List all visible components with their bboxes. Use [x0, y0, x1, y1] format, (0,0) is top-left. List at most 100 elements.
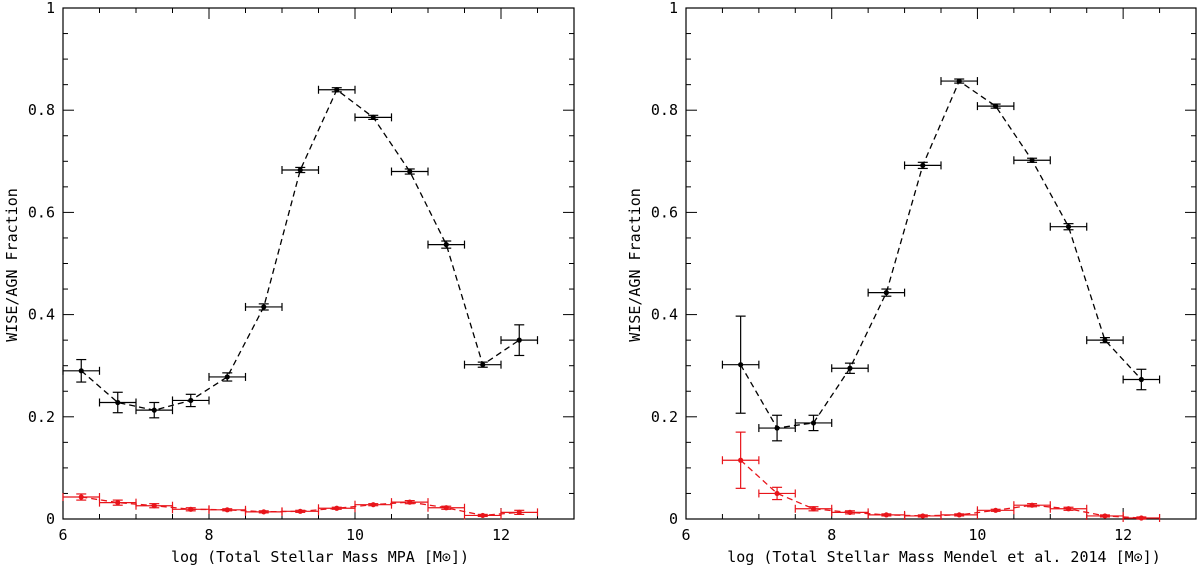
left-series-black-point	[463, 360, 502, 369]
right-series-black-point	[758, 414, 796, 442]
data-marker	[847, 365, 853, 371]
right-series-black-point	[1122, 368, 1161, 391]
left-series-black-point	[171, 393, 210, 408]
left-series-black-point	[208, 372, 247, 382]
data-marker	[774, 490, 780, 497]
right-series-black-point	[903, 161, 942, 170]
right-y-tick-label: 0	[669, 510, 678, 528]
data-marker	[370, 502, 376, 508]
left-series-red-point	[354, 500, 393, 509]
left-y-axis-title: WISE/AGN Fraction	[3, 188, 21, 342]
data-marker	[956, 512, 962, 518]
right-series-black-point	[976, 102, 1015, 111]
left-x-tick-label: 12	[492, 526, 510, 544]
right-series-black-point	[794, 414, 833, 432]
left-series-black-point	[281, 165, 320, 174]
right-y-tick-label: 0.8	[651, 101, 678, 119]
right-series-black-point	[831, 362, 869, 374]
right-series-red-point	[721, 431, 760, 489]
right-series-red-line	[740, 459, 1142, 519]
data-marker	[297, 508, 303, 514]
left-x-tick-label: 8	[204, 526, 213, 544]
right-panel: log (Total Stellar Mass Mendel et al. 20…	[626, 0, 1197, 566]
data-marker	[480, 512, 486, 519]
left-y-tick-label: 0	[46, 510, 55, 528]
data-marker	[78, 494, 84, 500]
data-marker	[115, 399, 121, 406]
data-marker	[297, 167, 303, 173]
right-series-red-point	[831, 508, 869, 517]
left-y-tick-label: 0.8	[28, 101, 55, 119]
data-marker	[188, 506, 194, 512]
left-series-black-point	[62, 358, 101, 383]
left-series-black-point	[354, 113, 393, 122]
right-series-red-point	[940, 510, 979, 519]
data-marker	[847, 509, 853, 515]
left-x-axis-title: log (Total Stellar Mass MPA [M⊙])	[171, 548, 469, 566]
left-panel: log (Total Stellar Mass MPA [M⊙]) WISE/A…	[3, 0, 575, 566]
left-x-tick-label: 10	[346, 526, 364, 544]
right-y-tick-label: 0.4	[651, 306, 678, 324]
right-y-axis-title: WISE/AGN Fraction	[626, 188, 644, 342]
data-marker	[883, 512, 889, 518]
data-marker	[224, 374, 230, 380]
right-x-tick-label: 8	[827, 526, 836, 544]
right-series-red-point	[1122, 513, 1161, 522]
left-series-black-point	[390, 167, 429, 176]
left-series-red-point	[208, 505, 247, 514]
left-series-red-point	[463, 511, 502, 520]
data-marker	[370, 114, 376, 120]
left-series-black-point	[135, 401, 174, 419]
right-y-tick-label: 0.2	[651, 408, 678, 426]
left-series-red-point	[171, 505, 210, 514]
right-x-tick-label: 12	[1114, 526, 1132, 544]
right-x-tick-label: 6	[681, 526, 690, 544]
right-series-red-point	[1049, 504, 1088, 513]
left-y-tick-label: 0.4	[28, 306, 55, 324]
data-marker	[407, 168, 413, 175]
data-marker	[810, 420, 817, 426]
data-marker	[810, 506, 817, 512]
right-series-black-point	[940, 77, 979, 86]
right-series-black-point	[1086, 336, 1124, 345]
left-series-red-point	[98, 498, 137, 507]
right-y-tick-label: 0.6	[651, 203, 678, 221]
data-marker	[1102, 337, 1108, 343]
right-series-red-point	[1013, 501, 1051, 510]
data-marker	[956, 78, 962, 84]
right-series-red-point	[794, 504, 833, 513]
data-marker	[774, 425, 780, 431]
left-series-red-point	[390, 498, 429, 507]
right-series-black-point	[1049, 222, 1088, 231]
left-series-red-point	[500, 508, 539, 517]
data-marker	[993, 103, 999, 109]
data-marker	[407, 499, 413, 505]
left-series-red-point	[427, 503, 466, 512]
data-marker	[1138, 376, 1144, 383]
right-y-tick-label: 1	[669, 0, 678, 17]
left-y-tick-label: 0.2	[28, 408, 55, 426]
left-series-red-point	[281, 507, 320, 516]
data-marker	[443, 241, 449, 248]
left-y-tick-label: 0.6	[28, 203, 55, 221]
data-marker	[516, 509, 522, 515]
data-marker	[188, 397, 194, 404]
data-marker	[1138, 515, 1144, 521]
right-x-axis-title: log (Total Stellar Mass Mendel et al. 20…	[727, 548, 1160, 566]
left-series-black-point	[244, 302, 283, 311]
data-marker	[1029, 502, 1035, 508]
data-marker	[883, 290, 889, 296]
left-x-tick-label: 6	[58, 526, 67, 544]
right-series-black-point	[867, 288, 906, 297]
left-series-black-point	[427, 240, 466, 249]
data-marker	[920, 513, 926, 519]
data-marker	[261, 509, 267, 515]
left-series-black-line	[80, 88, 520, 411]
left-plot-frame	[62, 7, 575, 520]
data-marker	[151, 407, 157, 413]
left-series-red-point	[62, 493, 101, 502]
left-series-black-point	[98, 391, 137, 414]
left-series-black-point	[317, 85, 356, 94]
